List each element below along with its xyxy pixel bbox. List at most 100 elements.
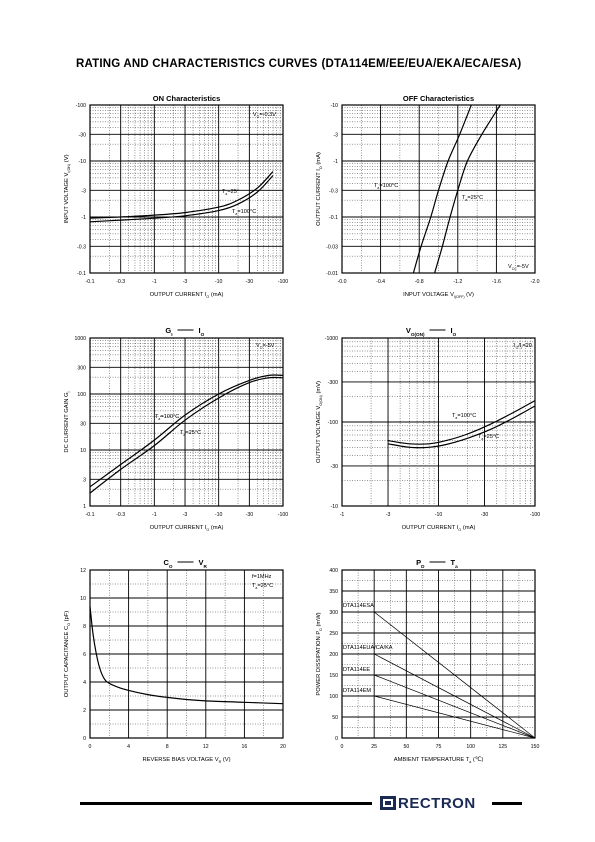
- x-axis-label: OUTPUT CURRENT IO (mA): [150, 525, 224, 532]
- x-tick-label: 16: [242, 744, 248, 750]
- x-tick-label: -1.2: [453, 279, 462, 285]
- y-tick-label: -1: [81, 215, 86, 221]
- series-line-2: [374, 674, 536, 739]
- pd-series-label-1: DTA114EUA/CA/KA: [343, 645, 393, 651]
- plot-frame: [89, 337, 284, 507]
- y-axis-label: OUTPUT VOLTAGE VO(ON) (mV): [316, 381, 323, 463]
- y-tick-label: 30: [80, 421, 86, 427]
- x-tick-label: -30: [246, 512, 254, 518]
- y-tick-label: -30: [331, 464, 339, 470]
- chart-title-left: CO: [163, 558, 172, 569]
- x-axis-label: OUTPUT CURRENT IO (mA): [402, 525, 476, 532]
- y-tick-label: 350: [329, 589, 338, 595]
- annotation-on-2: Ta=100°C: [232, 209, 256, 216]
- y-tick-label: -0.1: [329, 215, 338, 221]
- series-line-0: [373, 611, 536, 739]
- y-tick-label: 1: [83, 504, 86, 510]
- x-tick-label: -10: [215, 512, 223, 518]
- part-numbers: (DTA114EM/EE/EUA/EKA/ECA/ESA): [321, 58, 522, 70]
- y-tick-label: 100: [77, 392, 86, 398]
- y-tick-label: 200: [329, 652, 338, 658]
- x-tick-label: -1: [340, 512, 345, 518]
- plot-frame: [89, 569, 284, 739]
- x-tick-label: -10: [215, 279, 223, 285]
- footer-line-left: [80, 802, 372, 805]
- y-tick-label: 150: [329, 673, 338, 679]
- series-line-0: [387, 400, 536, 445]
- chart-off: -0.0 -0.4 -0.8 -1.2 -1.6 -2.0 -10 -3 -1 -0.3 -0.1 -…: [316, 94, 540, 299]
- x-tick-label: -2.0: [531, 279, 540, 285]
- x-tick-label: -0.3: [116, 279, 125, 285]
- chart-title-left: VO(ON): [406, 326, 425, 337]
- y-tick-label: -0.1: [77, 271, 86, 277]
- series-line-0: [89, 374, 284, 488]
- y-tick-label: 100: [329, 694, 338, 700]
- y-tick-label: -300: [328, 380, 338, 386]
- x-tick-label: -0.1: [86, 512, 95, 518]
- x-tick-label: -0.1: [86, 279, 95, 285]
- plot-frame: [341, 337, 536, 507]
- x-tick-label: 8: [166, 744, 169, 750]
- series-line-1: [89, 175, 274, 223]
- plot-frame: [341, 104, 536, 274]
- x-tick-label: 12: [203, 744, 209, 750]
- brand-logo: RECTRON: [380, 795, 476, 812]
- pd-series-label-2: DTA114EE: [343, 667, 370, 673]
- x-tick-label: 20: [280, 744, 286, 750]
- series-line-1: [374, 653, 536, 739]
- x-tick-label: -3: [183, 279, 188, 285]
- y-axis-label: DC CURRENT GAIN GI: [64, 391, 71, 452]
- y-tick-label: 400: [329, 568, 338, 574]
- annotation-gain-1: Ta=100°C: [155, 414, 179, 421]
- x-tick-label: 0: [89, 744, 92, 750]
- x-axis-label: REVERSE BIAS VOLTAGE VR (V): [142, 757, 230, 764]
- series-line-1: [89, 376, 284, 494]
- y-tick-label: -10: [331, 103, 339, 109]
- x-tick-label: -10: [435, 512, 443, 518]
- x-tick-label: 50: [403, 744, 409, 750]
- x-tick-label: -100: [278, 279, 288, 285]
- y-tick-label: -10: [79, 159, 87, 165]
- y-tick-label: -30: [79, 132, 87, 138]
- plot-frame: [341, 569, 536, 739]
- series-line-3: [374, 695, 536, 739]
- page-title: RATING AND CHARACTERISTICS CURVES (DTA114…: [76, 58, 521, 70]
- x-axis-label: AMBIENT TEMPERATURE Ta (℃): [394, 757, 484, 764]
- y-tick-label: -1: [333, 159, 338, 165]
- x-tick-label: -3: [183, 512, 188, 518]
- x-tick-label: -30: [246, 279, 254, 285]
- annotation-vo-1: Ta=100°C: [452, 413, 476, 420]
- y-tick-label: 2: [83, 708, 86, 714]
- chart-title-right: Ta: [451, 558, 459, 569]
- y-tick-label: 6: [83, 652, 86, 658]
- rectron-mark-icon: [380, 796, 396, 810]
- series-line-1: [434, 104, 501, 274]
- chart-title-right: VR: [199, 558, 208, 569]
- y-tick-label: 10: [80, 596, 86, 602]
- x-tick-label: 4: [127, 744, 130, 750]
- x-tick-label: 125: [499, 744, 508, 750]
- chart-title: ON Characteristics: [153, 94, 221, 103]
- y-tick-label: 3: [83, 477, 86, 483]
- series-line-1: [387, 405, 536, 449]
- y-tick-label: -3: [333, 132, 338, 138]
- y-tick-label: 0: [335, 736, 338, 742]
- series-line-0: [89, 171, 274, 219]
- y-tick-label: -100: [328, 420, 338, 426]
- y-tick-label: -0.3: [77, 244, 86, 250]
- x-tick-label: -0.3: [116, 512, 125, 518]
- x-tick-label: -0.4: [376, 279, 385, 285]
- y-tick-label: 10: [80, 448, 86, 454]
- chart-title-left: GI: [165, 326, 172, 337]
- x-tick-label: 100: [466, 744, 475, 750]
- y-tick-label: -0.03: [326, 244, 338, 250]
- x-axis-label: OUTPUT CURRENT IO (mA): [150, 292, 224, 299]
- x-tick-label: -0.8: [415, 279, 424, 285]
- x-tick-label: -1: [152, 279, 157, 285]
- y-axis-label: OUTPUT CAPACITANCE CO (pF): [64, 611, 71, 698]
- series-line-0: [412, 104, 472, 274]
- y-tick-label: -0.01: [326, 271, 338, 277]
- y-tick-label: 300: [77, 365, 86, 371]
